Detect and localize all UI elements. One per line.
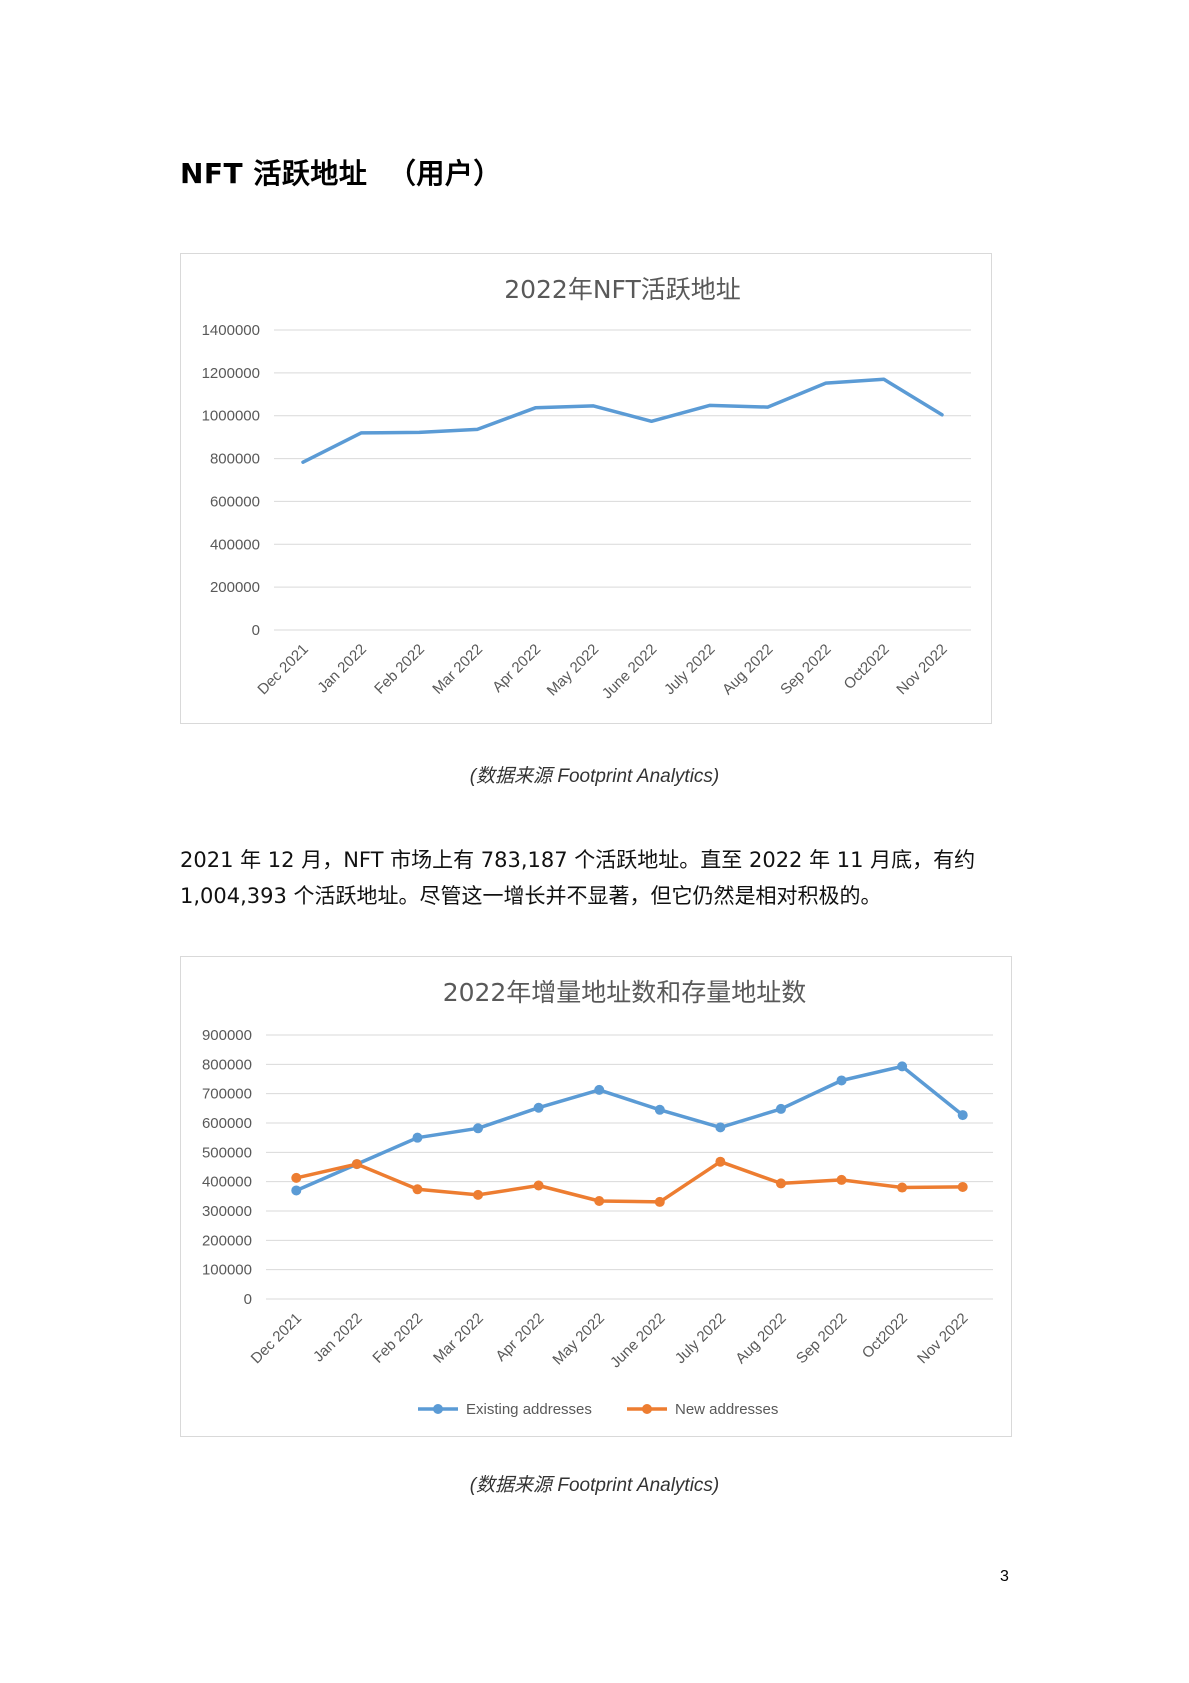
x-tick-label: July 2022 [661, 641, 718, 698]
y-tick-label: 1400000 [202, 322, 260, 339]
y-tick-label: 1000000 [202, 408, 260, 425]
data-point-1 [291, 1185, 302, 1196]
x-tick-label: Apr 2022 [492, 1310, 547, 1365]
y-tick-label: 800000 [202, 1056, 252, 1073]
data-point-1 [775, 1103, 786, 1114]
y-tick-label: 0 [252, 622, 260, 639]
data-point-2 [594, 1196, 605, 1207]
page-number: 3 [1000, 1568, 1009, 1585]
x-tick-label: Dec 2021 [248, 1310, 305, 1367]
x-tick-label: Apr 2022 [489, 641, 544, 696]
y-tick-label: 800000 [210, 451, 260, 468]
data-point-1 [957, 1110, 968, 1121]
data-point-1 [715, 1122, 726, 1133]
data-point-1 [594, 1084, 605, 1095]
y-tick-label: 200000 [202, 1232, 252, 1249]
x-tick-label: Feb 2022 [369, 1310, 426, 1367]
data-point-2 [473, 1189, 484, 1200]
data-point-2 [533, 1180, 544, 1191]
chart2-source-caption: (数据来源 Footprint Analytics) [469, 1475, 720, 1496]
y-tick-label: 300000 [202, 1203, 252, 1220]
data-point-1 [897, 1061, 908, 1072]
data-point-2 [412, 1184, 423, 1195]
data-point-2 [291, 1172, 302, 1183]
legend-label-2: New addresses [675, 1401, 778, 1418]
data-point-1 [836, 1075, 847, 1086]
data-point-1 [412, 1132, 423, 1143]
x-tick-label: May 2022 [544, 641, 603, 700]
series-line-1 [301, 377, 944, 464]
y-tick-label: 1200000 [202, 365, 260, 382]
x-tick-label: Aug 2022 [732, 1310, 789, 1367]
x-tick-label: Mar 2022 [429, 641, 486, 698]
section-heading: NFT 活跃地址 （用户） [180, 157, 502, 190]
x-tick-label: May 2022 [549, 1310, 608, 1369]
data-point-1 [533, 1102, 544, 1113]
x-tick-label: Sep 2022 [793, 1310, 850, 1367]
y-tick-label: 600000 [202, 1115, 252, 1132]
chart1-source-caption: (数据来源 Footprint Analytics) [469, 766, 720, 787]
active-addresses-chart: 2022年NFT活跃地址 0 200000 400000 600000 800000 100… [180, 253, 992, 724]
y-tick-label: 400000 [202, 1174, 252, 1191]
y-tick-label: 200000 [210, 579, 260, 596]
y-tick-label: 900000 [202, 1027, 252, 1044]
legend-label-1: Existing addresses [466, 1401, 592, 1418]
data-point-2 [836, 1174, 847, 1185]
data-point-1 [654, 1104, 665, 1115]
y-tick-label: 100000 [202, 1262, 252, 1279]
x-tick-label: Oct2022 [841, 641, 893, 693]
new-vs-existing-addresses-chart-svg: 2022年增量地址数和存量地址数 0 100000 200000 300000 40000… [202, 978, 993, 1418]
x-tick-label: Sep 2022 [777, 641, 834, 698]
data-point-2 [654, 1196, 665, 1207]
y-tick-label: 700000 [202, 1086, 252, 1103]
data-point-2 [715, 1156, 726, 1167]
x-tick-label: June 2022 [607, 1310, 669, 1372]
y-tick-label: 600000 [210, 493, 260, 510]
legend-marker-2 [642, 1404, 652, 1414]
chart-title: 2022年NFT活跃地址 [504, 275, 741, 304]
x-tick-label: Nov 2022 [914, 1310, 971, 1367]
x-tick-label: Jan 2022 [310, 1310, 366, 1366]
x-tick-label: Nov 2022 [893, 641, 950, 698]
data-point-2 [775, 1178, 786, 1189]
data-point-2 [957, 1181, 968, 1192]
x-tick-label: Oct2022 [859, 1310, 911, 1362]
x-tick-label: Jan 2022 [314, 641, 370, 697]
x-tick-label: July 2022 [672, 1310, 729, 1367]
data-point-2 [351, 1159, 362, 1170]
y-tick-label: 0 [244, 1291, 252, 1308]
y-tick-label: 500000 [202, 1144, 252, 1161]
data-point-1 [473, 1123, 484, 1134]
series-line-1 [294, 1064, 965, 1193]
x-tick-label: Aug 2022 [719, 641, 776, 698]
active-addresses-chart-svg: 2022年NFT活跃地址 0 200000 400000 600000 800000 100… [202, 275, 971, 703]
legend-marker-1 [433, 1404, 443, 1414]
series-line-2 [294, 1159, 965, 1204]
x-tick-label: June 2022 [599, 641, 661, 703]
body-paragraph: 2021 年 12 月，NFT 市场上有 783,187 个活跃地址。直至 20… [180, 848, 976, 908]
x-tick-label: Dec 2021 [254, 641, 311, 698]
data-point-2 [897, 1182, 908, 1193]
new-vs-existing-addresses-chart: 2022年增量地址数和存量地址数 0 100000 200000 300000 40000… [180, 956, 1012, 1437]
y-tick-label: 400000 [210, 536, 260, 553]
x-tick-label: Mar 2022 [430, 1310, 487, 1367]
chart-title: 2022年增量地址数和存量地址数 [443, 978, 807, 1007]
x-tick-label: Feb 2022 [371, 641, 428, 698]
